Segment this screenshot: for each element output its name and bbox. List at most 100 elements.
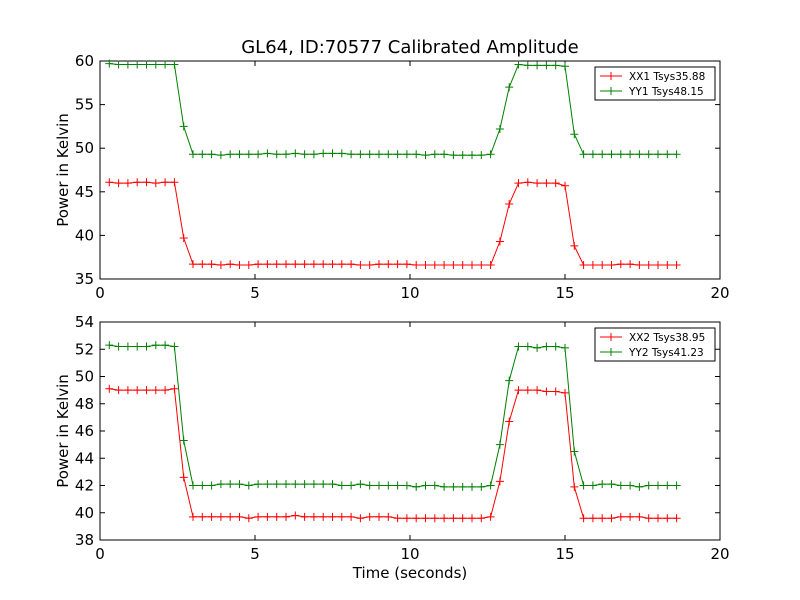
bottom-plot-data-point — [198, 512, 207, 521]
top-plot-legend-box — [594, 66, 716, 101]
bottom-plot-legend-label: YY2 Tsys41.23 — [628, 347, 704, 359]
bottom-plot-data-point — [486, 481, 495, 490]
top-plot-data-point — [449, 261, 458, 270]
top-plot-data-point — [486, 150, 495, 159]
bottom-plot-data-point — [151, 341, 160, 350]
bottom-plot-data-point — [300, 480, 309, 489]
top-plot-data-point — [393, 260, 402, 269]
bottom-plot-data-point — [282, 512, 290, 521]
top-plot-data-point — [523, 178, 532, 187]
bottom-plot-data-point — [654, 481, 662, 490]
top-plot-data-point — [272, 150, 281, 159]
bottom-plot-data-point — [626, 481, 635, 490]
top-plot-data-point — [189, 150, 197, 159]
bottom-plot-data-point — [384, 512, 393, 521]
top-plot-data-point — [309, 260, 318, 269]
bottom-plot-data-point — [244, 514, 253, 523]
top-plot-data-point — [161, 60, 170, 69]
bottom-plot-data-point — [170, 384, 179, 393]
top-plot-data-point — [114, 179, 123, 188]
top-plot-data-point — [272, 260, 281, 269]
top-plot-data-point — [151, 60, 160, 69]
bottom-plot-y-tick-label: 54 — [75, 313, 94, 331]
top-plot-data-point — [235, 150, 244, 159]
top-plot-legend-label: YY1 Tsys48.15 — [628, 86, 704, 98]
top-plot-data-point — [384, 260, 393, 269]
bottom-plot-data-point — [114, 386, 123, 395]
bottom-plot-data-point — [468, 482, 476, 491]
bottom-plot-data-point — [226, 512, 235, 521]
top-plot-data-point — [291, 260, 300, 269]
bottom-plot-data-point — [319, 480, 328, 489]
top-plot-data-point — [402, 260, 411, 269]
top-plot-data-point — [235, 261, 244, 270]
top-plot-data-point — [477, 151, 486, 160]
top-plot-data-point — [495, 237, 504, 246]
top-plot-data-point — [133, 60, 142, 69]
bottom-plot-data-point — [375, 481, 383, 490]
bottom-plot-x-tick-label: 15 — [555, 545, 574, 563]
top-plot-data-point — [561, 181, 569, 190]
top-plot: Power in Kelvin 0 5 10 15 20 35 40 45 50 55 60 XX1 … — [54, 52, 730, 302]
top-plot-data-point — [244, 150, 253, 159]
top-plot-data-point — [151, 179, 160, 188]
bottom-plot-legend: XX2 Tsys38.95 YY2 Tsys41.23 — [594, 327, 716, 362]
bottom-plot-data-point — [430, 514, 439, 523]
bottom-plot-data-point — [561, 343, 569, 352]
bottom-plot-data-point — [616, 481, 625, 490]
bottom-plot-data-point — [105, 384, 114, 393]
top-plot-data-point — [672, 150, 681, 159]
top-plot-data-point — [421, 151, 430, 160]
top-plot-data-point — [514, 60, 523, 69]
bottom-plot-data-point — [561, 388, 569, 397]
bottom-plot-data-point — [328, 512, 337, 521]
top-plot-data-point — [309, 150, 318, 159]
top-plot-data-point — [598, 150, 607, 159]
bottom-plot-x-tick-label: 10 — [400, 545, 419, 563]
top-plot-data-point — [365, 261, 374, 270]
bottom-plot-data-point — [365, 481, 374, 490]
bottom-plot-series-2 — [105, 341, 681, 491]
bottom-plot-data-point — [440, 514, 449, 523]
top-plot-y-tick-label: 35 — [75, 270, 94, 288]
bottom-plot-data-point — [142, 386, 151, 395]
bottom-plot-data-point — [375, 512, 383, 521]
top-plot-data-point — [635, 150, 644, 159]
top-plot-data-point — [505, 200, 514, 209]
bottom-plot-data-point — [588, 514, 597, 523]
top-plot-data-point — [542, 179, 551, 188]
bottom-plot-data-point — [430, 481, 439, 490]
bottom-plot-data-point — [663, 481, 672, 490]
bottom-plot-y-tick-label: 46 — [75, 422, 94, 440]
top-plot-data-point — [226, 150, 235, 159]
top-plot-data-point — [616, 260, 625, 269]
top-plot-data-point — [468, 261, 476, 270]
bottom-plot-data-point — [356, 514, 365, 523]
top-plot-data-point — [263, 149, 272, 158]
top-plot-data-point — [216, 261, 225, 270]
bottom-plot-data-point — [189, 481, 197, 490]
top-plot-data-point — [216, 151, 225, 160]
bottom-plot-data-point — [254, 480, 263, 489]
bottom-plot-y-tick-label: 52 — [75, 340, 94, 358]
bottom-plot-y-tick-label: 40 — [75, 504, 94, 522]
top-plot-data-point — [179, 234, 188, 243]
bottom-plot-data-point — [514, 386, 523, 395]
top-plot-series-2 — [105, 59, 681, 160]
bottom-plot-data-point — [449, 482, 458, 491]
bottom-plot-data-point — [635, 512, 644, 521]
bottom-plot-data-point — [272, 480, 281, 489]
top-plot-data-point — [161, 178, 170, 187]
top-plot-data-point — [561, 62, 569, 71]
top-plot-data-point — [616, 150, 625, 159]
top-plot-data-point — [282, 150, 290, 159]
bottom-plot-data-point — [468, 514, 476, 523]
bottom-plot-data-point — [542, 387, 551, 396]
top-plot-data-point — [458, 151, 467, 160]
bottom-plot-data-point — [133, 342, 142, 351]
bottom-plot-data-point — [412, 482, 421, 491]
top-plot-data-point — [486, 261, 495, 270]
bottom-plot-legend-box — [594, 327, 716, 362]
top-plot-data-point — [542, 61, 551, 70]
bottom-plot-x-tick-label: 0 — [95, 545, 105, 563]
